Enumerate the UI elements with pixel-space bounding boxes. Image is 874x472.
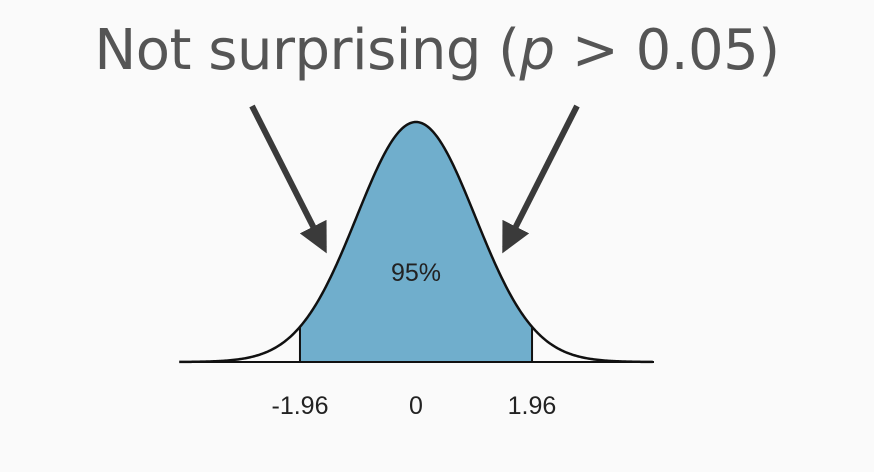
bell-curve (179, 120, 653, 364)
center-percent-label: 95% (391, 259, 441, 287)
tick-label-zero: 0 (409, 392, 423, 420)
tick-label-low: -1.96 (272, 392, 329, 420)
tick-label-high: 1.96 (508, 392, 557, 420)
arrow-left (249, 104, 327, 254)
slide-heading: Not surprising (p > 0.05) (0, 18, 874, 83)
shaded-region-95 (299, 122, 533, 362)
heading-suffix: > 0.05) (554, 18, 780, 83)
arrow-right (502, 104, 580, 254)
heading-prefix: Not surprising ( (94, 18, 520, 83)
heading-p-variable: p (519, 18, 556, 83)
